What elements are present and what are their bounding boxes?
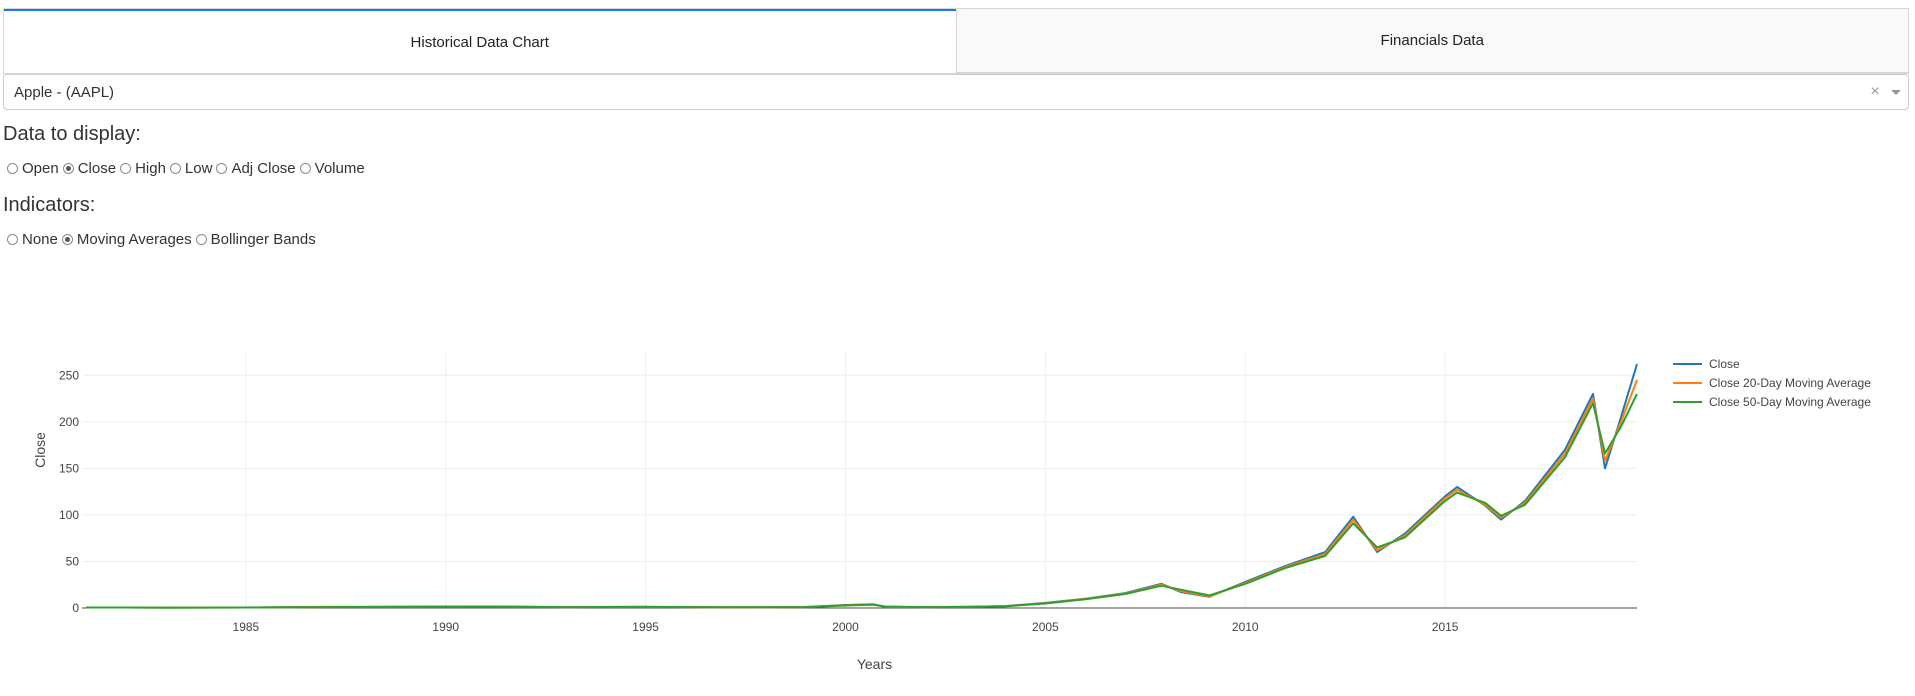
x-tick-label: 2000 [832, 620, 859, 634]
data-display-option-high[interactable]: High [120, 160, 166, 177]
series-line-close-50-day-moving-average [85, 393, 1638, 609]
y-tick-label: 0 [72, 601, 79, 615]
data-display-option-open[interactable]: Open [7, 160, 59, 177]
indicators-option-moving-averages[interactable]: Moving Averages [61, 231, 192, 248]
data-display-radio-volume[interactable] [299, 163, 311, 174]
y-tick-label: 200 [59, 415, 79, 429]
chart-container: 1985 1990 1995 2000 2005 2010 2015 0 50 100 150 200… [0, 340, 1915, 690]
data-display-option-label: High [135, 160, 166, 177]
y-tick-label: 150 [59, 461, 79, 475]
indicators-radio-group: None Moving Averages Bollinger Bands [7, 231, 320, 248]
x-tick-label: 1985 [233, 620, 260, 634]
legend-item-label: Close [1709, 357, 1740, 371]
clear-icon[interactable]: × [1870, 83, 1880, 100]
x-tick-label: 1990 [432, 620, 459, 634]
x-tick-label: 1995 [632, 620, 659, 634]
series-line-close-20-day-moving-average [85, 379, 1638, 609]
data-display-option-label: Close [77, 160, 117, 177]
indicators-radio-none[interactable] [7, 234, 18, 245]
ticker-dropdown-value: Apple - (AAPL) [14, 83, 115, 101]
indicators-option-label: None [22, 231, 58, 248]
y-axis-title: Close [32, 432, 48, 468]
y-tick-label: 250 [59, 368, 79, 382]
x-tick-label: 2010 [1232, 620, 1259, 634]
data-display-option-low[interactable]: Low [169, 160, 213, 177]
data-display-option-label: Adj Close [231, 160, 296, 177]
data-display-radio-close[interactable] [62, 163, 74, 174]
data-display-radio-adj-close[interactable] [216, 163, 228, 174]
indicators-label: Indicators: [3, 194, 96, 216]
tab-financials-data[interactable]: Financials Data [955, 9, 1908, 73]
data-display-option-close[interactable]: Close [62, 160, 117, 177]
indicators-option-label: Moving Averages [76, 231, 192, 248]
legend-item-label: Close 20-Day Moving Average [1709, 376, 1871, 390]
data-display-option-volume[interactable]: Volume [299, 160, 365, 177]
data-display-option-label: Low [184, 160, 213, 177]
ticker-dropdown[interactable]: Apple - (AAPL) × [3, 74, 1909, 110]
price-chart: 1985 1990 1995 2000 2005 2010 2015 0 50 100 150 200… [32, 352, 1871, 672]
chevron-down-icon[interactable] [1884, 89, 1908, 95]
data-display-option-label: Open [22, 160, 59, 177]
y-tick-label: 50 [66, 554, 80, 568]
data-display-label: Data to display: [3, 123, 141, 145]
legend-item-label: Close 50-Day Moving Average [1709, 395, 1871, 409]
series-line-close [85, 363, 1638, 609]
x-tick-label: 2015 [1432, 620, 1459, 634]
y-tick-label: 100 [59, 508, 79, 522]
data-display-option-label: Volume [314, 160, 365, 177]
data-display-option-adj-close[interactable]: Adj Close [216, 160, 296, 177]
x-tick-label: 2005 [1032, 620, 1059, 634]
data-display-radio-open[interactable] [7, 163, 18, 174]
indicators-option-label: Bollinger Bands [210, 231, 316, 248]
tab-bar: Historical Data Chart Financials Data [3, 8, 1909, 74]
tab-historical-data-chart[interactable]: Historical Data Chart [4, 9, 956, 73]
data-display-radio-low[interactable] [169, 163, 181, 174]
indicators-option-none[interactable]: None [7, 231, 58, 248]
data-display-radio-group: Open Close High Low Adj Close Volume [7, 160, 369, 177]
indicators-radio-bollinger-bands[interactable] [195, 234, 207, 245]
data-display-radio-high[interactable] [120, 163, 132, 174]
indicators-option-bollinger-bands[interactable]: Bollinger Bands [195, 231, 316, 248]
indicators-radio-moving-averages[interactable] [61, 234, 73, 245]
x-axis-title: Years [857, 656, 892, 672]
